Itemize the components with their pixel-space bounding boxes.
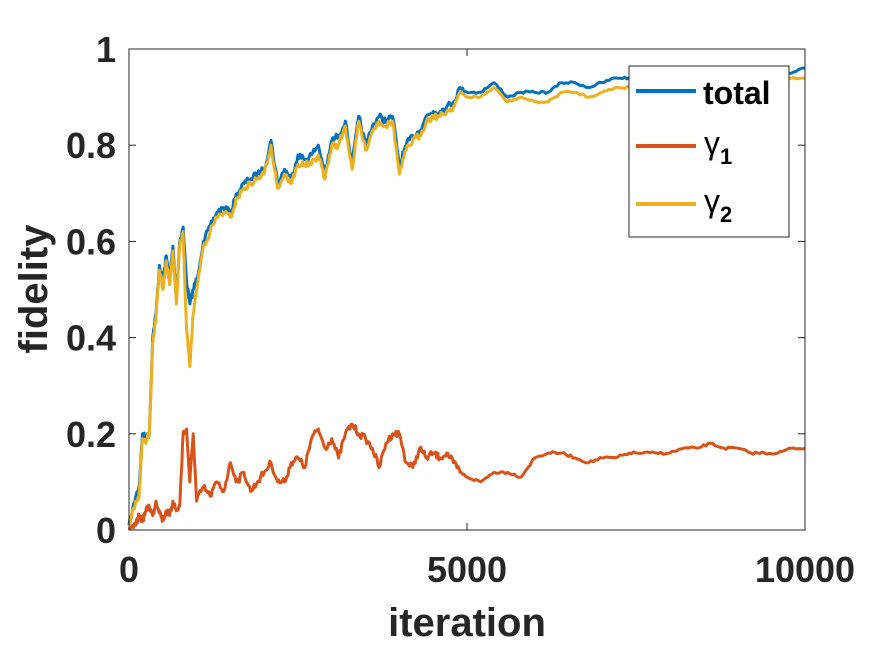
series-line-gamma2 [127,75,806,527]
y-tick-label: 0.8 [66,125,116,166]
legend-label-total: total [703,75,771,111]
tick-labels: 0 5000 10000 0 0.2 0.4 0.6 0.8 1 [66,29,855,590]
series-line-gamma1 [127,422,806,531]
ticks-layer [128,48,806,531]
x-tick-label: 10000 [755,549,855,590]
x-tick-label: 0 [119,549,139,590]
legend-label-gamma1: γ1 [704,125,732,169]
x-tick-label: 5000 [427,549,507,590]
y-axis-title: fidelity [12,224,56,354]
series-layer [127,66,806,531]
legend: total γ1 γ2 [628,65,790,238]
y-tick-label: 0 [96,510,116,551]
legend-box [628,65,790,238]
legend-label-gamma2: γ2 [704,183,732,227]
y-tick-label: 0.2 [66,414,116,455]
y-tick-label: 1 [96,29,116,70]
y-tick-label: 0.6 [66,221,116,262]
x-axis-title: iteration [388,601,546,645]
y-tick-label: 0.4 [66,318,116,359]
